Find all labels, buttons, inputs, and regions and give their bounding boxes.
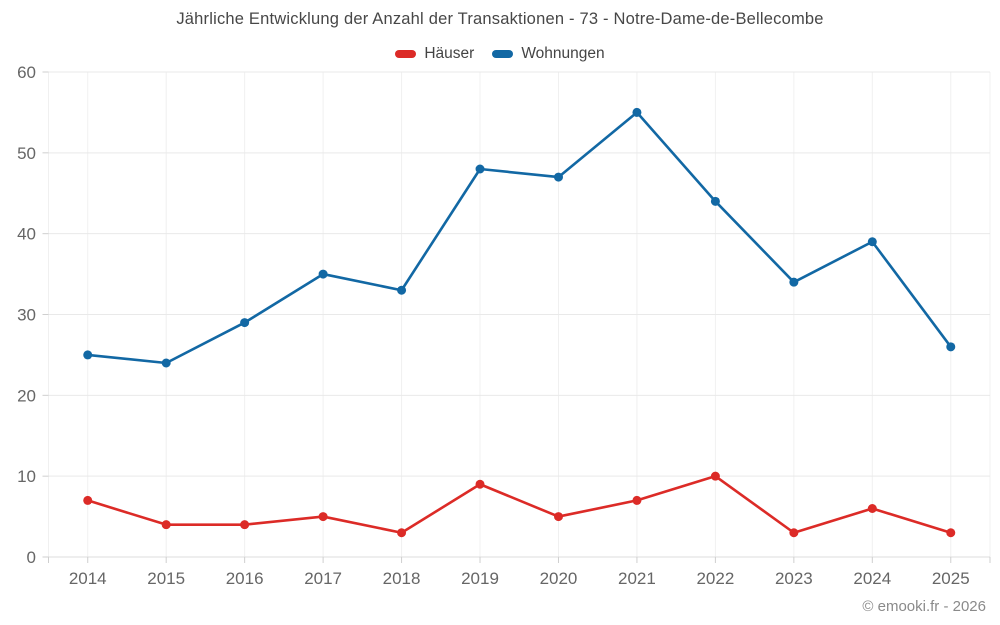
x-tick-label: 2024 xyxy=(853,569,891,588)
series-line-wohnungen xyxy=(86,111,953,365)
data-point-haeuser-2025[interactable] xyxy=(946,528,956,538)
data-point-haeuser-2019[interactable] xyxy=(475,479,485,489)
data-point-haeuser-2014[interactable] xyxy=(83,495,93,505)
x-tick-label: 2022 xyxy=(696,569,734,588)
data-point-wohnungen-2017[interactable] xyxy=(318,269,328,279)
legend-item-wohnungen[interactable]: Wohnungen xyxy=(492,45,605,63)
x-tick-label: 2014 xyxy=(69,569,107,588)
x-tick-label: 2015 xyxy=(147,569,185,588)
chart-legend: Häuser Wohnungen xyxy=(0,45,1000,63)
y-tick-label: 60 xyxy=(17,63,36,82)
series-haeuser xyxy=(83,471,956,538)
x-tick-label: 2017 xyxy=(304,569,342,588)
footer-credit: © emooki.fr - 2026 xyxy=(862,598,986,615)
y-tick-label: 10 xyxy=(17,467,36,486)
legend-label: Wohnungen xyxy=(521,45,605,62)
data-point-wohnungen-2018[interactable] xyxy=(397,285,407,295)
data-point-haeuser-2016[interactable] xyxy=(240,520,250,530)
data-point-wohnungen-2021[interactable] xyxy=(632,107,642,117)
data-point-haeuser-2017[interactable] xyxy=(318,512,328,522)
y-tick-label: 50 xyxy=(17,144,36,163)
x-tick-label: 2020 xyxy=(540,569,578,588)
y-axis-labels: 0 10 20 30 40 50 60 xyxy=(17,63,36,567)
data-point-haeuser-2018[interactable] xyxy=(397,528,407,538)
data-point-wohnungen-2023[interactable] xyxy=(789,277,799,287)
data-point-wohnungen-2025[interactable] xyxy=(946,342,956,352)
data-point-wohnungen-2019[interactable] xyxy=(475,164,485,174)
x-tick-label: 2021 xyxy=(618,569,656,588)
data-point-haeuser-2022[interactable] xyxy=(710,471,720,481)
series-wohnungen xyxy=(83,107,956,368)
data-point-haeuser-2021[interactable] xyxy=(632,495,642,505)
data-point-wohnungen-2016[interactable] xyxy=(240,318,250,328)
data-point-wohnungen-2020[interactable] xyxy=(553,172,563,182)
data-point-wohnungen-2024[interactable] xyxy=(867,237,877,247)
x-axis-ticks xyxy=(48,557,991,563)
legend-swatch-icon xyxy=(492,50,514,58)
x-tick-label: 2023 xyxy=(775,569,813,588)
y-tick-label: 20 xyxy=(17,386,36,405)
legend-swatch-icon xyxy=(395,50,417,58)
y-tick-label: 30 xyxy=(17,306,36,325)
data-point-wohnungen-2022[interactable] xyxy=(710,196,720,206)
x-tick-label: 2025 xyxy=(932,569,970,588)
x-tick-label: 2018 xyxy=(383,569,421,588)
legend-label: Häuser xyxy=(424,45,475,62)
chart-title: Jährliche Entwicklung der Anzahl der Tra… xyxy=(176,10,824,28)
data-point-haeuser-2023[interactable] xyxy=(789,528,799,538)
series-line-haeuser xyxy=(86,474,953,535)
data-point-haeuser-2020[interactable] xyxy=(553,512,563,522)
data-point-wohnungen-2014[interactable] xyxy=(83,350,93,360)
x-axis-labels: 2014 2015 2016 2017 2018 2019 2020 2021 2022 2023… xyxy=(69,569,970,588)
x-tick-label: 2016 xyxy=(226,569,264,588)
y-tick-label: 0 xyxy=(27,548,36,567)
y-gridlines xyxy=(42,71,990,558)
y-tick-label: 40 xyxy=(17,225,36,244)
data-point-wohnungen-2015[interactable] xyxy=(161,358,171,368)
data-point-haeuser-2015[interactable] xyxy=(161,520,171,530)
data-point-haeuser-2024[interactable] xyxy=(867,504,877,513)
legend-item-haeuser[interactable]: Häuser xyxy=(395,45,474,63)
x-tick-label: 2019 xyxy=(461,569,499,588)
